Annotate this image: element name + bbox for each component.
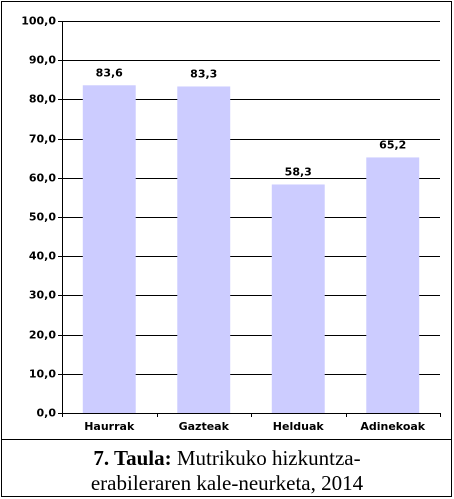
y-tick-label: 70,0 [29,133,56,146]
data-label: 65,2 [379,138,406,151]
y-tick-label: 90,0 [29,54,56,67]
y-tick-label: 10,0 [29,368,56,381]
x-tick-label: Adinekoak [360,420,425,433]
caption-label: 7. Taula: [93,446,171,470]
y-tick-label: 60,0 [29,172,56,185]
y-tick-label: 40,0 [29,250,56,263]
caption-line-1: 7. Taula: Mutrikuko hizkuntza- [93,446,360,470]
bar [82,85,136,414]
x-tick-label: Haurrak [84,420,135,433]
bar [271,184,325,413]
y-tick-label: 80,0 [29,93,56,106]
y-tick-label: 20,0 [29,329,56,342]
bar [177,86,231,414]
y-tick-label: 50,0 [29,211,56,224]
caption-line-2: erabileraren kale-neurketa, 2014 [91,471,364,495]
data-label: 58,3 [285,165,312,178]
data-label: 83,3 [190,67,217,80]
x-tick-label: Gazteak [179,420,230,433]
x-tick-label: Helduak [273,420,325,433]
y-tick-label: 100,0 [21,15,56,28]
data-label: 83,6 [96,66,123,79]
y-tick-label: 30,0 [29,289,56,302]
caption-text: Mutrikuko hizkuntza- [177,446,361,470]
y-tick-label: 0,0 [37,407,57,420]
bar [366,157,420,413]
